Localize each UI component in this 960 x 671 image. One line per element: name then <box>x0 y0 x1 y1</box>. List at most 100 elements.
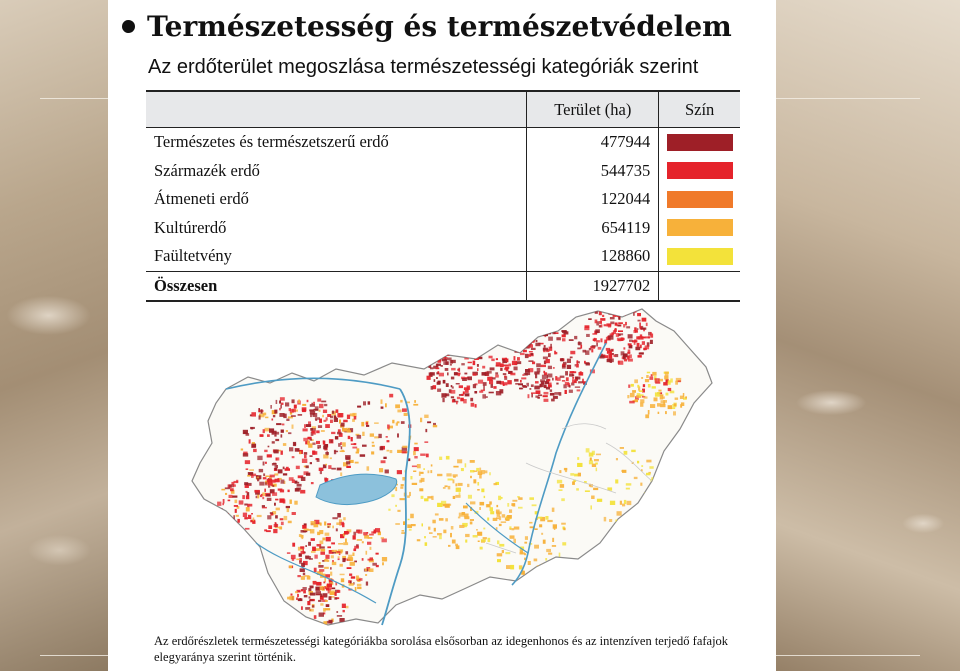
forest-patch <box>465 539 468 543</box>
forest-patch <box>345 538 347 543</box>
forest-patch <box>306 424 312 427</box>
forest-patch <box>319 403 324 409</box>
forest-patch <box>385 436 388 438</box>
forest-patch <box>265 482 267 486</box>
forest-patch <box>355 433 360 436</box>
forest-patch <box>299 451 302 455</box>
forest-patch <box>280 479 285 484</box>
forest-patch <box>413 447 419 452</box>
forest-patch <box>457 374 460 377</box>
forest-patch <box>302 409 306 413</box>
forest-patch <box>325 600 328 602</box>
forest-patch <box>420 453 426 456</box>
forest-patch <box>271 441 275 444</box>
total-value: 1927702 <box>526 270 660 302</box>
forest-patch <box>274 522 277 525</box>
forest-patch <box>429 532 433 534</box>
forest-patch <box>664 375 669 380</box>
forest-patch <box>267 434 270 437</box>
forest-patch <box>410 524 416 527</box>
forest-patch <box>311 426 317 430</box>
forest-patch <box>295 591 298 594</box>
forest-patch <box>342 442 346 447</box>
forest-patch <box>346 529 352 533</box>
forest-patch <box>511 528 515 531</box>
forest-patch <box>618 330 623 332</box>
forest-patch <box>545 386 550 390</box>
forest-patch <box>320 593 323 597</box>
country-outline <box>191 308 713 626</box>
forest-patch <box>622 355 626 360</box>
forest-patch <box>287 489 290 493</box>
forest-patch <box>312 413 315 416</box>
forest-patch <box>279 397 285 401</box>
forest-patch <box>407 458 411 462</box>
forest-patch <box>367 537 373 539</box>
forest-area-table: Terület (ha) Szín Természetes és termész… <box>146 90 740 302</box>
forest-patch <box>325 554 330 559</box>
forest-patch <box>534 385 540 390</box>
forest-patch <box>455 494 461 498</box>
forest-patch <box>479 501 485 506</box>
forest-patch <box>519 549 524 554</box>
forest-patch <box>379 468 384 473</box>
forest-patch <box>682 393 685 397</box>
forest-patch <box>648 331 652 336</box>
forest-patch <box>347 435 351 440</box>
forest-patch <box>561 358 564 361</box>
forest-patch <box>380 406 384 409</box>
forest-patch <box>463 513 469 518</box>
forest-patch <box>609 353 614 355</box>
forest-patch <box>476 364 479 367</box>
row-color-cell <box>659 242 740 271</box>
forest-patch <box>407 524 412 528</box>
forest-patch <box>596 498 603 502</box>
forest-patch <box>636 393 641 396</box>
forest-patch <box>636 394 642 398</box>
forest-patch <box>648 471 651 474</box>
forest-patch <box>643 396 648 399</box>
forest-patch <box>427 496 433 499</box>
forest-patch <box>361 421 365 427</box>
forest-patch <box>488 355 493 359</box>
forest-patch <box>640 482 643 486</box>
forest-patch <box>508 363 512 367</box>
forest-patch <box>600 324 603 328</box>
forest-patch <box>580 344 583 349</box>
forest-patch <box>582 378 584 383</box>
forest-patch <box>535 381 539 384</box>
forest-patch <box>363 532 368 536</box>
forest-patch <box>467 376 472 381</box>
forest-patch <box>443 529 447 534</box>
forest-patch <box>555 376 558 381</box>
forest-patch <box>663 402 666 406</box>
forest-patch <box>534 371 540 375</box>
forest-patch <box>627 395 630 399</box>
forest-patch <box>448 389 452 393</box>
forest-patch <box>435 363 438 367</box>
forest-patch <box>367 558 371 561</box>
forest-patch <box>245 507 250 512</box>
forest-patch <box>291 479 295 483</box>
forest-patch <box>617 311 623 316</box>
forest-patch <box>429 367 434 370</box>
forest-patch <box>426 375 431 380</box>
forest-patch <box>247 503 250 508</box>
forest-patch <box>465 346 470 351</box>
river-danube-north <box>225 377 401 390</box>
forest-patch <box>312 413 318 417</box>
forest-patch <box>540 364 546 368</box>
forest-patch <box>644 336 650 339</box>
forest-patch <box>438 518 444 521</box>
forest-patch <box>348 459 354 463</box>
forest-patch <box>552 395 558 399</box>
forest-patch <box>342 609 345 613</box>
forest-patch <box>547 373 553 378</box>
forest-patch <box>515 383 519 385</box>
background-rule <box>776 655 920 656</box>
forest-patch <box>464 516 470 520</box>
forest-patch <box>538 342 544 345</box>
forest-patch <box>313 523 319 528</box>
forest-patch <box>614 329 617 332</box>
forest-patch <box>325 463 327 466</box>
